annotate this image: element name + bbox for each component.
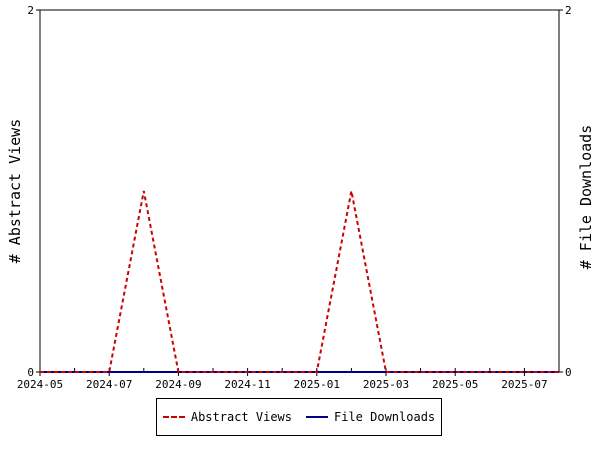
legend-entry-file-downloads: File Downloads: [306, 410, 435, 424]
y-axis-title-right: # File Downloads: [577, 125, 595, 270]
x-tick-label-2024-09: 2024-09: [155, 378, 201, 391]
x-axis: 2024-05 2024-07 2024-09 2024-11 2025-01 2025-…: [17, 368, 560, 391]
legend-entry-abstract-views: Abstract Views: [162, 410, 292, 424]
legend-swatch-abstract-views: [162, 416, 185, 418]
x-tick-label-2025-07: 2025-07: [501, 378, 547, 391]
y-axis-title-left: # Abstract Views: [6, 119, 24, 264]
x-tick-label-2024-07: 2024-07: [86, 378, 132, 391]
y-right-tick-label-2: 2: [565, 4, 572, 17]
x-tick-label-2024-05: 2024-05: [17, 378, 63, 391]
plot-area: [39, 9, 560, 373]
series-layer: [40, 190, 559, 373]
legend-label-file-downloads: File Downloads: [334, 410, 436, 424]
legend: Abstract Views File Downloads: [156, 398, 442, 436]
x-tick-label-2025-01: 2025-01: [294, 378, 340, 391]
y-right-tick-label-0: 0: [565, 366, 572, 379]
y-left-tick-label-0: 0: [27, 366, 34, 379]
x-tick-label-2025-03: 2025-03: [363, 378, 409, 391]
x-tick-label-2024-11: 2024-11: [224, 378, 270, 391]
y-axes: 0 2 0 2: [27, 4, 571, 379]
y-left-tick-label-2: 2: [27, 4, 34, 17]
x-tick-label-2025-05: 2025-05: [432, 378, 478, 391]
series-line-abstract-views: [40, 190, 559, 373]
legend-label-abstract-views: Abstract Views: [190, 410, 292, 424]
legend-swatch-file-downloads: [306, 416, 328, 418]
